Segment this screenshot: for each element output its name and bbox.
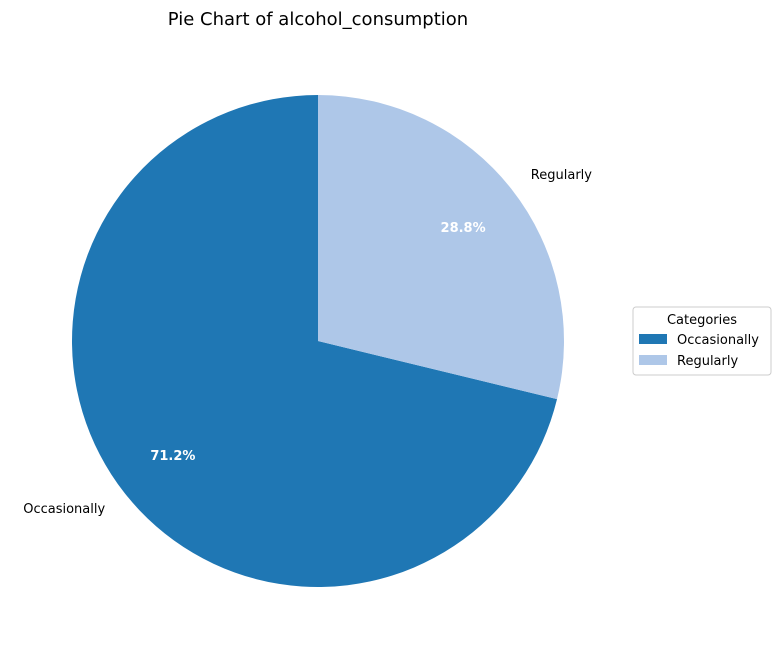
legend-label-occasionally: Occasionally	[677, 333, 759, 348]
legend: Categories Occasionally Regularly	[632, 306, 772, 376]
pie-slices	[71, 95, 564, 587]
slice-label-occasionally: Occasionally	[23, 502, 105, 517]
percent-label-occasionally: 71.2%	[150, 449, 195, 464]
legend-swatch-occasionally	[639, 334, 667, 344]
legend-swatch-regularly	[639, 355, 667, 365]
legend-frame	[632, 306, 772, 376]
percent-label-regularly: 28.8%	[441, 221, 486, 236]
pie-slice-occasionally	[71, 95, 558, 587]
slice-label-regularly: Regularly	[531, 168, 592, 183]
legend-title: Categories	[667, 313, 737, 328]
pie-slice-regularly	[318, 95, 564, 400]
legend-entries: Occasionally Regularly	[639, 333, 759, 369]
chart-title: Pie Chart of alcohol_consumption	[168, 9, 468, 30]
pie-labels: Occasionally 71.2% Regularly 28.8%	[23, 168, 592, 517]
legend-label-regularly: Regularly	[677, 354, 738, 369]
